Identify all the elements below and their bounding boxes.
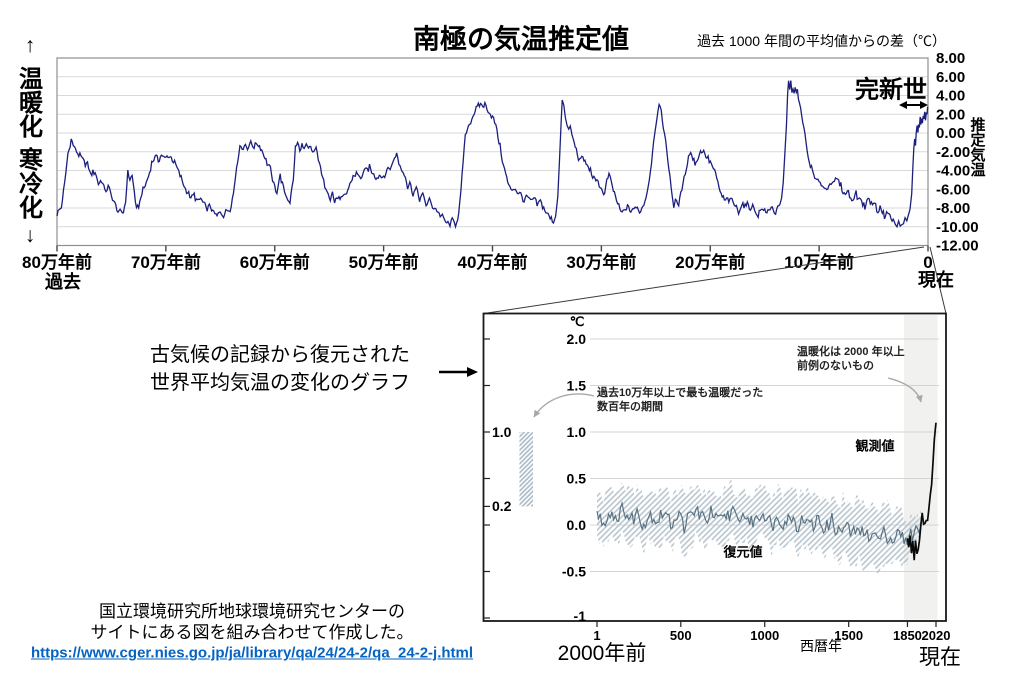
inset-xaxis-title: 西暦年	[800, 638, 842, 654]
cooling-down-arrow-icon: ↓	[24, 224, 36, 247]
callout-right-arrow-icon	[439, 367, 478, 377]
warmest-note-arrow-icon	[533, 393, 595, 418]
antarctic-temperature-line	[56, 80, 929, 230]
svg-text:-0.5: -0.5	[562, 564, 586, 580]
inset-callout-line1: 古気候の記録から復元された	[150, 344, 410, 366]
inset-y-tick-labels: 2.0 1.5 1.0 0.5 0.0 -0.5 -1	[562, 331, 586, 624]
main-y-tick-labels: 8.00 6.00 4.002.00 0.00 -2.00 -4.00-6.00 -8.00…	[936, 50, 979, 255]
svg-text:6.00: 6.00	[936, 69, 965, 86]
svg-text:1.0: 1.0	[567, 424, 587, 440]
warming-axis-label: 温暖化	[14, 66, 42, 138]
attribution-line1: 国立環境研究所地球環境研究センターの	[99, 602, 405, 621]
svg-text:0.5: 0.5	[567, 471, 587, 487]
svg-text:0.00: 0.00	[936, 125, 965, 142]
observed-temperature-line	[906, 422, 937, 561]
svg-text:2020: 2020	[922, 628, 951, 643]
holocene-range-arrow	[899, 101, 928, 109]
side-scale-bottom-label: 0.2	[492, 498, 512, 514]
attribution-text: 国立環境研究所地球環境研究センターの サイトにある図を組み合わせて作成した。	[91, 601, 414, 643]
svg-text:0: 0	[923, 253, 932, 272]
svg-text:1000: 1000	[750, 628, 779, 643]
inset-x-ticks: 1 500 1000 1500 1850 2020	[593, 621, 950, 643]
svg-text:8.00: 8.00	[936, 50, 965, 67]
inset-callout-text: 古気候の記録から復元された 世界平均気温の変化のグラフ	[150, 341, 410, 397]
svg-text:-10.00: -10.00	[936, 219, 979, 236]
cooling-axis-label: 寒冷化	[14, 147, 42, 219]
svg-text:4.00: 4.00	[936, 88, 965, 105]
svg-text:2.0: 2.0	[567, 331, 587, 347]
inset-callout-line2: 世界平均気温の変化のグラフ	[150, 372, 410, 394]
unprecedented-note-arrow-icon	[887, 377, 923, 403]
svg-text:2.00: 2.00	[936, 106, 965, 123]
attribution-line2: サイトにある図を組み合わせて作成した。	[90, 623, 414, 642]
warmest-period-note-line1: 過去10万年以上で最も温暖だった	[597, 387, 764, 399]
main-unit-note: 過去 1000 年間の平均値からの差（℃）	[697, 33, 946, 49]
main-present-caption: 現在	[918, 270, 954, 290]
svg-text:-4.00: -4.00	[936, 163, 970, 180]
svg-text:0.0: 0.0	[567, 517, 587, 533]
svg-text:50万年前: 50万年前	[349, 252, 419, 272]
warming-up-arrow-icon: ↑	[24, 34, 36, 57]
side-scale-top-label: 1.0	[492, 424, 512, 440]
warmest-period-range-bar	[519, 432, 533, 507]
svg-text:-12.00: -12.00	[936, 238, 979, 255]
unprecedented-warming-note-line2: 前例のないもの	[797, 360, 874, 372]
svg-text:500: 500	[670, 628, 692, 643]
svg-text:20万年前: 20万年前	[675, 252, 745, 272]
inset-unit-label: ℃	[569, 314, 585, 329]
svg-text:1.5: 1.5	[567, 378, 587, 394]
svg-text:-8.00: -8.00	[936, 200, 970, 217]
svg-text:70万年前: 70万年前	[131, 252, 201, 272]
inset-left-caption: 2000年前	[557, 642, 647, 665]
main-chart: 80万年前 70万年前 60万年前 50万年前 40万年前 30万年前 20万年前 10万年前…	[22, 50, 979, 314]
main-right-axis-title: 推定気温	[968, 117, 986, 177]
reconstruction-uncertainty-band	[597, 478, 921, 576]
page-title: 南極の気温推定値	[413, 24, 629, 55]
warmest-period-note-line2: 数百年の期間	[597, 401, 663, 413]
reconstructed-temperature-line	[596, 500, 922, 546]
svg-text:30万年前: 30万年前	[566, 252, 636, 272]
unprecedented-warming-note-line1: 温暖化は 2000 年以上	[797, 346, 905, 358]
holocene-label: 完新世	[855, 76, 927, 104]
svg-text:60万年前: 60万年前	[240, 252, 310, 272]
svg-text:-2.00: -2.00	[936, 144, 970, 161]
main-past-caption: 過去	[45, 272, 81, 292]
observed-series-label: 観測値	[855, 438, 895, 454]
svg-text:-6.00: -6.00	[936, 181, 970, 198]
svg-text:1850: 1850	[893, 628, 922, 643]
source-url-link[interactable]: https://www.cger.nies.go.jp/ja/library/q…	[30, 644, 474, 662]
warmest-period-note: 過去10万年以上で最も温暖だった 数百年の期間	[597, 386, 763, 414]
svg-text:10万年前: 10万年前	[784, 252, 854, 272]
svg-text:80万年前: 80万年前	[22, 252, 92, 272]
unprecedented-warming-note: 温暖化は 2000 年以上 前例のないもの	[797, 345, 905, 373]
svg-text:1500: 1500	[834, 628, 863, 643]
svg-text:1: 1	[593, 628, 600, 643]
reconstructed-series-label: 復元値	[723, 544, 763, 560]
zoom-callout-lines	[483, 246, 947, 314]
svg-text:-1: -1	[574, 608, 587, 624]
inset-right-caption: 現在	[919, 646, 961, 669]
main-x-ticks: 80万年前 70万年前 60万年前 50万年前 40万年前 30万年前 20万年前 10万年前…	[22, 245, 933, 272]
svg-text:40万年前: 40万年前	[458, 252, 528, 272]
inset-chart: 2.01.51.00.50.0-0.5-11 500 1000 1500 1850 202…	[482, 312, 950, 643]
